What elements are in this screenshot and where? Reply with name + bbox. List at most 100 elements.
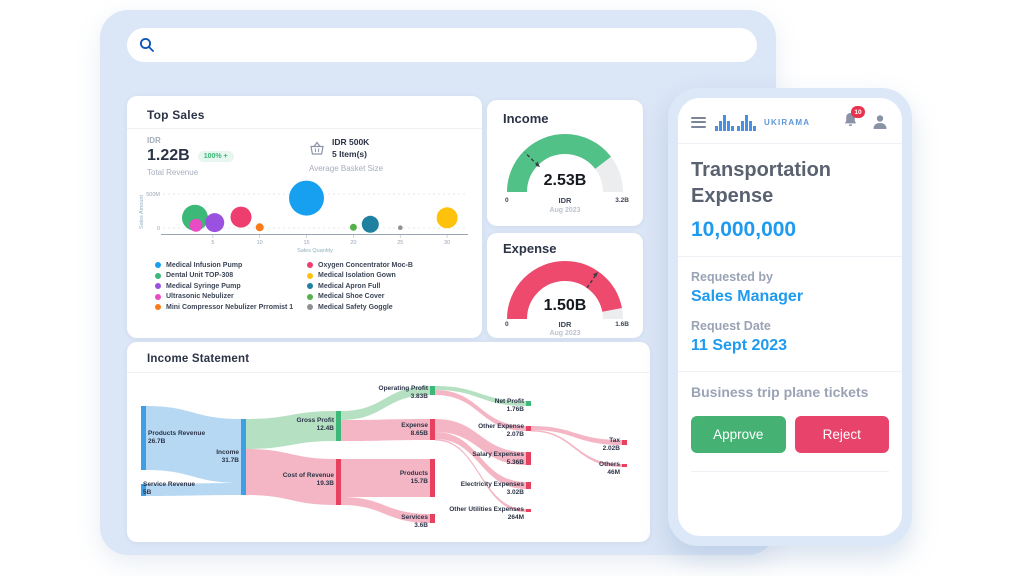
bubble-chart: 500M 0 5 10 15 20 25 30 Sales Quantity Sales … [139, 180, 468, 254]
divider [127, 372, 650, 373]
requested-by-label: Requested by [691, 270, 773, 284]
search-icon [139, 37, 154, 52]
expense-title: Expense [503, 241, 557, 256]
brand-name: UKIRAMA [764, 117, 811, 127]
label-electricity-expenses: Electricity Expenses [461, 481, 525, 488]
label-operating-profit: Operating Profit [379, 385, 429, 392]
bubble-medical-apron-full [361, 215, 379, 233]
top-sales-card: Top Sales IDR 1.22B 100% + Total Revenue… [127, 96, 482, 338]
sankey-labels: Products Revenue 26.7B Service Revenue 5… [143, 385, 620, 529]
phone-frame: UKIRAMA 10 Transportation Expense 10,000… [668, 88, 912, 546]
gauge-needle [586, 274, 597, 289]
income-min-tick: 0 [505, 197, 509, 204]
bubble-oxygen-concentrator-moc-b [230, 206, 252, 228]
svg-text:31.7B: 31.7B [222, 457, 240, 464]
svg-text:46M: 46M [607, 469, 620, 476]
sankey-flows [146, 386, 622, 523]
svg-text:264M: 264M [508, 514, 524, 521]
legend-item: Medical Apron Full [307, 283, 477, 290]
requested-by-value: Sales Manager [691, 288, 804, 305]
expense-min-tick: 0 [505, 321, 509, 328]
label-cost-of-revenue: Cost of Revenue [283, 472, 335, 479]
expense-max-tick: 1.6B [615, 321, 629, 328]
svg-text:2.07B: 2.07B [507, 431, 525, 438]
legend-dot [155, 262, 161, 269]
svg-text:2.02B: 2.02B [603, 445, 621, 452]
menu-icon[interactable] [691, 116, 706, 128]
bubble-medical-safety-goggle [398, 225, 403, 230]
bubble-medical-infusion-pump [289, 180, 324, 216]
label-products-revenue: Products Revenue [148, 430, 205, 437]
label-others: Others [599, 461, 620, 468]
approve-button[interactable]: Approve [691, 416, 786, 453]
svg-text:26.7B: 26.7B [148, 438, 166, 445]
svg-text:5B: 5B [143, 489, 152, 496]
bubble-ultrasonic-nebulizer [189, 218, 203, 232]
phone-header: UKIRAMA 10 [691, 106, 889, 133]
x-tick-5: 5 [211, 240, 214, 246]
basket-value: IDR 500K [332, 137, 370, 147]
income-period: Aug 2023 [549, 207, 581, 214]
x-tick-15: 15 [303, 240, 309, 246]
legend-item: Medical Safety Goggle [307, 304, 477, 311]
search-bar[interactable] [127, 28, 757, 62]
x-tick-25: 25 [397, 240, 403, 246]
legend-item: Mini Compressor Nebulizer Prromist 1 [155, 304, 307, 311]
x-tick-20: 20 [350, 240, 356, 246]
expense-title: Transportation Expense [691, 159, 832, 207]
reject-button[interactable]: Reject [794, 416, 889, 453]
svg-text:3.02B: 3.02B [507, 489, 525, 496]
income-statement-title: Income Statement [147, 353, 250, 365]
svg-text:3.83B: 3.83B [411, 393, 429, 400]
income-currency: IDR [558, 196, 572, 205]
income-gauge-card: Income 2.53B 0 3.2B IDR Aug 2023 [487, 100, 643, 226]
legend-dot [307, 304, 313, 311]
legend-dot [155, 272, 161, 279]
expense-amount: 10,000,000 [691, 218, 797, 241]
notification-count-badge: 10 [851, 106, 865, 118]
x-axis-label: Sales Quantity [297, 248, 333, 254]
income-value: 2.53B [543, 172, 587, 189]
basket-icon [310, 141, 324, 155]
label-services: Services [401, 514, 428, 521]
legend-dot [155, 293, 161, 300]
growth-badge: 100% + [197, 150, 234, 162]
total-revenue-stat: IDR 1.22B 100% + Total Revenue [147, 136, 234, 177]
legend-dot [155, 304, 161, 311]
notifications-button[interactable]: 10 [842, 106, 865, 133]
average-basket-stat: IDR 500K 5 Item(s) Average Basket Size [309, 136, 383, 173]
label-products: Products [400, 470, 429, 477]
legend-item: Medical Infusion Pump [155, 262, 307, 269]
x-tick-30: 30 [444, 240, 450, 246]
label-other-expense: Other Expense [478, 423, 524, 430]
bubble-mini-compressor-nebulizer-prromist-1 [255, 223, 264, 232]
legend-dot [307, 272, 313, 279]
approval-screen: UKIRAMA 10 Transportation Expense 10,000… [678, 98, 902, 536]
y-tick-500m: 500M [146, 192, 160, 198]
bubble-legend: Medical Infusion Pump Dental Unit TOP-308… [155, 260, 477, 313]
legend-item: Oxygen Concentrator Moc-B [307, 262, 477, 269]
divider [678, 143, 902, 144]
bubble-medical-isolation-gown [436, 207, 458, 229]
label-net-profit: Net Profit [495, 398, 525, 405]
legend-item: Medical Syringe Pump [155, 283, 307, 290]
bubble-series [182, 180, 458, 233]
expense-gauge [507, 261, 623, 320]
ukirama-logo-icon [715, 114, 756, 131]
divider [691, 471, 889, 472]
legend-dot [307, 293, 313, 300]
search-input[interactable] [163, 37, 745, 53]
svg-text:12.4B: 12.4B [317, 425, 335, 432]
total-revenue-label: Total Revenue [147, 168, 199, 177]
y-axis-label: Sales Amount [139, 195, 145, 229]
request-date-label: Request Date [691, 319, 771, 333]
sankey-nodes [141, 386, 627, 523]
profile-icon[interactable] [871, 113, 889, 131]
divider [127, 128, 482, 129]
svg-text:19.3B: 19.3B [317, 480, 335, 487]
label-tax: Tax [609, 437, 620, 444]
svg-text:8.65B: 8.65B [411, 430, 429, 437]
legend-item: Ultrasonic Nebulizer [155, 293, 307, 300]
legend-dot [307, 262, 313, 269]
label-income: Income [216, 449, 239, 456]
